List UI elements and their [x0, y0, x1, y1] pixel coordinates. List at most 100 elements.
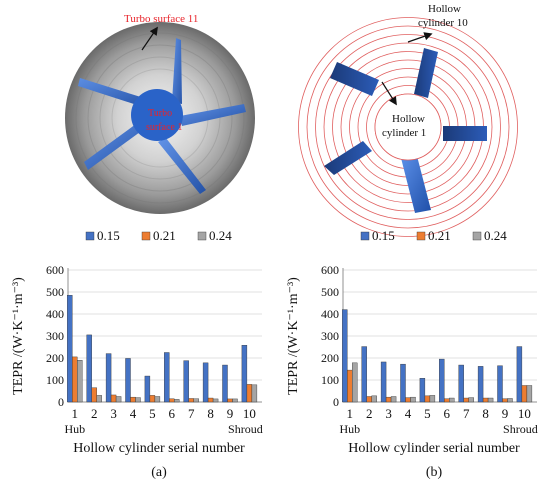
- bar-0.15-2: [86, 334, 92, 403]
- legend-label-0.21: 0.21: [153, 228, 176, 243]
- x-tick-label: 2: [366, 406, 373, 421]
- bar-0.15-5: [144, 375, 151, 403]
- bar-0.24-1: [77, 360, 83, 403]
- bar-0.24-2: [96, 395, 102, 403]
- y-tick-label: 100: [46, 373, 64, 387]
- bar-0.15-4: [400, 363, 406, 403]
- legend-swatch-0.24: [197, 231, 207, 241]
- bar-0.24-5: [429, 395, 436, 403]
- x-tick-label: 3: [110, 406, 117, 421]
- x-tick-label: 1: [72, 406, 79, 421]
- bar-0.24-9: [232, 398, 238, 403]
- x-tick-label: 4: [130, 406, 137, 421]
- bar-0.24-3: [115, 396, 122, 403]
- cylinder-10-arrow: [407, 32, 433, 43]
- x-tick-label: 2: [91, 406, 98, 421]
- impeller-blades: [78, 38, 246, 194]
- panel-label: (a): [151, 465, 167, 480]
- x-tick-label: 9: [227, 406, 234, 421]
- x-sublabel-shroud: Shroud: [503, 422, 538, 436]
- x-tick-label: 6: [169, 406, 176, 421]
- bar-0.21-3: [385, 396, 392, 403]
- bar-0.21-10: [521, 385, 528, 403]
- turbo-surface-1-label-line2: surface 1: [146, 122, 182, 133]
- y-tick-label: 400: [321, 307, 339, 321]
- cylinder-1-arrow: [381, 81, 397, 106]
- y-tick-label: 0: [58, 395, 64, 409]
- legend-swatch-0.15: [85, 231, 95, 241]
- hollow-cylinder-ring: [298, 17, 518, 237]
- bar-0.15-6: [439, 358, 445, 403]
- y-tick-label: 100: [321, 373, 339, 387]
- bar-0.21-8: [482, 397, 489, 403]
- bar-0.21-2: [366, 396, 372, 403]
- inner-cylinder: [374, 93, 442, 161]
- cylinder-blades: [324, 48, 487, 213]
- x-tick-label: 1: [347, 406, 354, 421]
- legend-swatch-0.21: [141, 231, 151, 241]
- bar-0.15-10: [241, 345, 248, 403]
- surface-11-arrow: [141, 26, 158, 51]
- y-tick-label: 500: [321, 285, 339, 299]
- bar-0.24-5: [154, 396, 161, 403]
- hollow-cylinder-ring: [315, 34, 501, 220]
- y-tick-label: 400: [46, 307, 64, 321]
- panel-label: (b): [426, 465, 443, 480]
- bar-0.21-5: [424, 395, 431, 403]
- bar-0.21-9: [502, 398, 508, 403]
- legend-label-0.15: 0.15: [372, 228, 395, 243]
- bar-0.15-6: [164, 352, 170, 403]
- x-sublabel-shroud: Shroud: [228, 422, 263, 436]
- impeller-hub: [131, 89, 183, 141]
- bar-0.21-6: [444, 398, 450, 403]
- turbo-surface-1-label-line1: Turbo: [148, 108, 172, 119]
- right-illustration: Hollow cylinder 10 Hollow cylinder 1: [298, 3, 518, 237]
- bar-0.15-9: [222, 364, 228, 403]
- y-tick-label: 200: [46, 351, 64, 365]
- bar-0.15-7: [183, 360, 189, 403]
- bar-0.24-6: [449, 397, 455, 403]
- y-axis-title: TEPR /(W·K⁻¹·m⁻³): [286, 277, 301, 395]
- bar-0.24-1: [352, 362, 358, 403]
- x-tick-label: 10: [243, 406, 256, 421]
- bar-0.21-10: [246, 384, 253, 403]
- bar-0.21-4: [130, 396, 136, 403]
- bar-0.15-2: [361, 346, 367, 403]
- bar-0.21-8: [207, 397, 214, 403]
- bar-0.15-1: [342, 309, 348, 403]
- y-tick-label: 300: [46, 329, 64, 343]
- y-tick-label: 300: [321, 329, 339, 343]
- x-tick-label: 7: [188, 406, 195, 421]
- y-tick-label: 600: [46, 263, 64, 277]
- legend-label-0.24: 0.24: [484, 228, 507, 243]
- x-sublabel-hub: Hub: [339, 422, 360, 436]
- x-axis-title: Hollow cylinder serial number: [73, 441, 245, 456]
- y-tick-label: 0: [333, 395, 339, 409]
- legend-label-0.15: 0.15: [97, 228, 120, 243]
- x-tick-label: 6: [444, 406, 451, 421]
- bar-0.24-9: [507, 398, 513, 403]
- x-tick-label: 10: [518, 406, 531, 421]
- legend-swatch-0.21: [416, 231, 426, 241]
- x-tick-label: 3: [385, 406, 392, 421]
- y-tick-label: 500: [46, 285, 64, 299]
- hollow-cylinder-ring: [323, 42, 493, 212]
- x-tick-label: 4: [405, 406, 412, 421]
- left-illustration: Turbo surface 11 Turbo surface 1: [65, 13, 255, 214]
- x-tick-label: 7: [463, 406, 470, 421]
- x-tick-label: 5: [424, 406, 431, 421]
- hollow-cylinder-1-label-line2: cylinder 1: [382, 127, 426, 139]
- turbo-surface-11-label: Turbo surface 11: [124, 13, 198, 25]
- legend-label-0.24: 0.24: [209, 228, 232, 243]
- bar-0.24-6: [174, 399, 180, 403]
- bar-0.24-8: [212, 398, 219, 403]
- x-tick-label: 9: [502, 406, 509, 421]
- bar-0.15-9: [497, 365, 503, 403]
- x-tick-label: 8: [482, 406, 489, 421]
- bar-0.21-7: [188, 398, 194, 403]
- bar-0.15-4: [125, 358, 131, 403]
- bar-0.21-1: [72, 356, 78, 403]
